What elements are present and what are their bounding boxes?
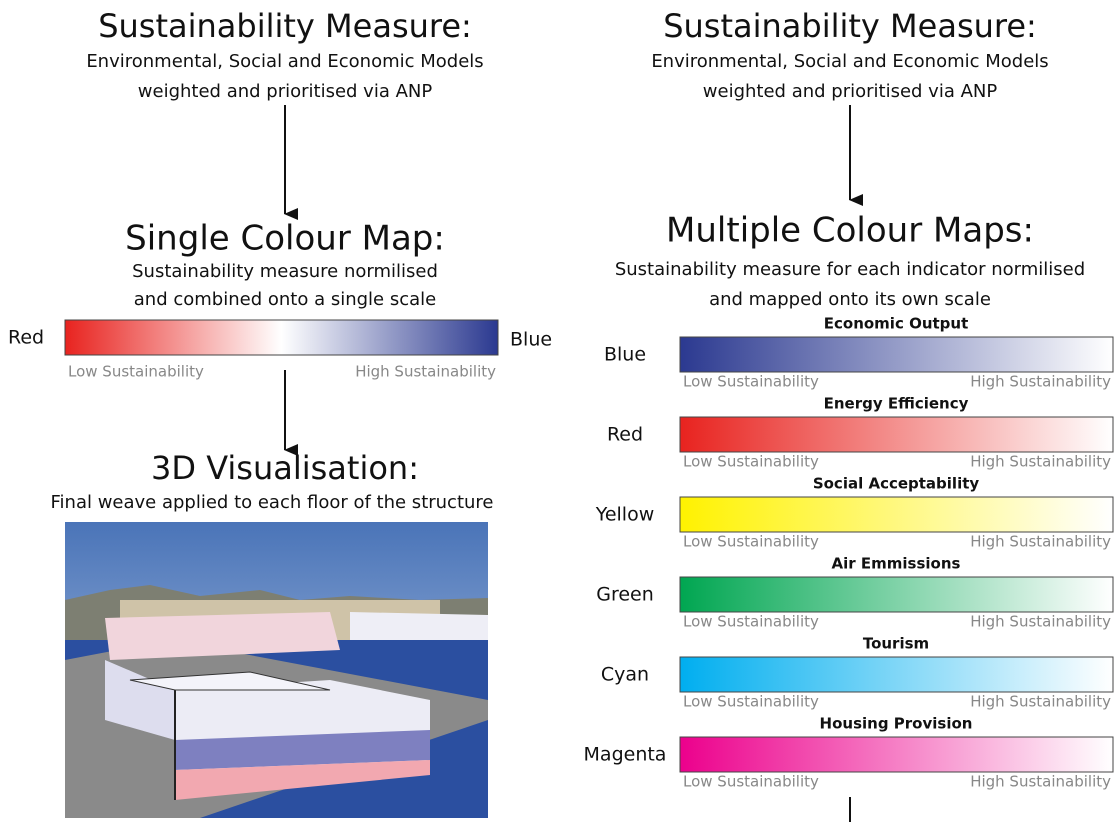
scale-name: Social Acceptability <box>813 475 980 493</box>
high-label: High Sustainability <box>970 453 1111 471</box>
colour-scale <box>679 416 1114 453</box>
map-title: Multiple Colour Maps: <box>666 211 1034 251</box>
high-label: High Sustainability <box>355 363 496 381</box>
colour-scale <box>679 336 1114 373</box>
scale-name: Housing Provision <box>820 715 973 733</box>
scale-colour: Red <box>607 424 643 446</box>
map-description: and mapped onto its own scale <box>709 289 991 310</box>
vis-description: Final weave applied to each floor of the… <box>50 492 493 513</box>
scale-name: Air Emmissions <box>832 555 961 573</box>
scale-colour: Yellow <box>595 504 655 526</box>
right-subtitle: Environmental, Social and Economic Model… <box>651 51 1048 72</box>
colour-scale <box>679 736 1114 773</box>
high-label: High Sustainability <box>970 773 1111 791</box>
colour-scale <box>679 656 1114 693</box>
high-label: High Sustainability <box>970 533 1111 551</box>
low-label: Low Sustainability <box>683 373 819 391</box>
high-label: High Sustainability <box>970 613 1111 631</box>
scale-name: Tourism <box>863 635 929 653</box>
low-label: Low Sustainability <box>683 533 819 551</box>
colour-scale <box>679 576 1114 613</box>
scale-colour: Green <box>596 584 654 606</box>
scale-end-label: Blue <box>510 329 552 351</box>
map-description: Sustainability measure for each indicato… <box>615 259 1085 280</box>
left-subtitle: weighted and prioritised via ANP <box>138 81 433 102</box>
scale-colour: Blue <box>604 344 646 366</box>
map-title: Single Colour Map: <box>125 219 445 259</box>
low-label: Low Sustainability <box>683 693 819 711</box>
map-description: and combined onto a single scale <box>134 289 436 310</box>
scale-name: Economic Output <box>824 315 969 333</box>
map-description: Sustainability measure normilised <box>132 261 438 282</box>
colour-scales: Economic Output Blue Low Sustainability Hig… <box>584 315 1114 791</box>
high-label: High Sustainability <box>970 373 1111 391</box>
scale-name: Energy Efficiency <box>824 395 969 413</box>
colour-scale <box>679 496 1114 533</box>
low-label: Low Sustainability <box>683 613 819 631</box>
low-label: Low Sustainability <box>68 363 204 381</box>
low-label: Low Sustainability <box>683 453 819 471</box>
low-label: Low Sustainability <box>683 773 819 791</box>
scale-colour: Cyan <box>601 664 649 686</box>
colour-scale <box>64 319 499 356</box>
visualisation-image <box>65 522 488 818</box>
high-label: High Sustainability <box>970 693 1111 711</box>
scale-start-label: Red <box>8 327 44 349</box>
vis-title: 3D Visualisation: <box>151 449 419 487</box>
scale-colour: Magenta <box>584 744 667 766</box>
left-title: Sustainability Measure: <box>98 7 472 45</box>
left-subtitle: Environmental, Social and Economic Model… <box>86 51 483 72</box>
right-title: Sustainability Measure: <box>663 7 1037 45</box>
right-subtitle: weighted and prioritised via ANP <box>703 81 998 102</box>
